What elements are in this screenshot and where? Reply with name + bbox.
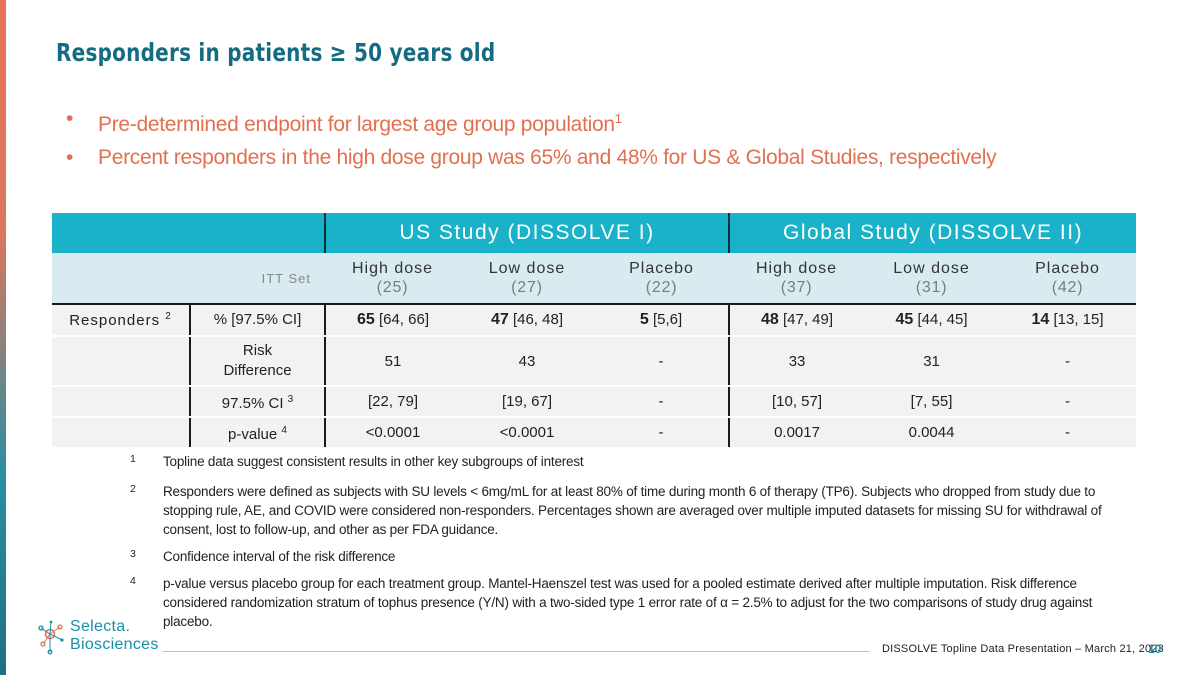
footnote: 4 p-value versus placebo group for each t…	[130, 575, 1093, 629]
table-cell: 43	[460, 336, 594, 387]
table-cell: 51	[324, 336, 460, 387]
table-cell: 65 [64, 66]	[324, 304, 460, 337]
molecule-icon	[38, 620, 64, 655]
page-number: 10	[1148, 642, 1162, 656]
slide-title: Responders in patients ≥ 50 years old	[56, 38, 496, 67]
arm-count: (27)	[511, 278, 543, 296]
arm-name: Low dose	[488, 259, 566, 277]
table-cell: 48 [47, 49]	[728, 304, 865, 337]
bullet-dot-icon: •	[66, 107, 74, 130]
arm-name: High dose	[756, 259, 838, 277]
table-cell: -	[999, 336, 1137, 387]
table-cell: [19, 67]	[460, 386, 594, 418]
bullet-item: • Percent responders in the high dose gr…	[66, 141, 997, 174]
itt-set-label: ITT Set	[52, 253, 325, 305]
table-cell: -	[999, 386, 1137, 418]
table-cell: -	[999, 417, 1137, 449]
table-cell: 47 [46, 48]	[460, 304, 594, 337]
arm-name: Low dose	[893, 259, 970, 277]
table-cell: -	[594, 417, 730, 449]
table-cell: 5 [5,6]	[594, 304, 730, 337]
footer-text: DISSOLVE Topline Data Presentation – Mar…	[882, 643, 1164, 655]
table-row: Responders 2 % [97.5% CI] 65 [64, 66] 47…	[52, 304, 1137, 337]
table-cell: 0.0044	[864, 417, 1000, 449]
bullet-item: • Pre-determined endpoint for largest ag…	[66, 102, 996, 141]
logo-wordmark: Selecta. Biosciences	[70, 618, 159, 653]
table-cell: 45 [44, 45]	[864, 304, 1000, 337]
responders-label: Responders 2	[52, 304, 190, 337]
accent-bar	[0, 0, 6, 675]
bullet-dot-icon: •	[66, 146, 74, 169]
pvalue-label: p-value 4	[189, 417, 325, 449]
ci-label: 97.5% CI 3	[189, 386, 325, 418]
table-row: p-value 4 <0.0001 <0.0001 - 0.0017 0.004…	[52, 417, 1137, 449]
table-cell: 31	[864, 336, 1000, 387]
arm-name: Placebo	[1035, 259, 1100, 277]
table-cell: -	[594, 336, 730, 387]
company-logo: Selecta. Biosciences	[36, 614, 166, 660]
arm-count: (37)	[780, 278, 813, 296]
bullet-footnote-ref: 1	[614, 111, 622, 126]
footer-divider	[162, 651, 870, 652]
table-cell: [22, 79]	[324, 386, 460, 418]
pct-ci-label: % [97.5% CI]	[189, 304, 325, 337]
table-cell: [7, 55]	[864, 386, 1000, 418]
bullet-text: Pre-determined endpoint for largest age …	[98, 113, 615, 136]
table-cell: 0.0017	[728, 417, 865, 449]
bullet-list: • Pre-determined endpoint for largest ag…	[66, 102, 997, 174]
arm-name: Placebo	[629, 259, 694, 277]
us-study-header: US Study (DISSOLVE I)	[323, 213, 730, 253]
empty-cell	[52, 336, 190, 387]
risk-difference-label: Risk Difference	[189, 336, 325, 387]
table-cell: 14 [13, 15]	[999, 304, 1137, 337]
arm-header: High dose (25)	[325, 253, 460, 305]
arm-count: (42)	[1051, 278, 1084, 296]
footnotes: 1 Topline data suggest consistent results…	[130, 452, 1130, 631]
footnote: 1 Topline data suggest consistent results…	[130, 453, 584, 469]
table-cell: 33	[728, 336, 865, 387]
footnote: 3 Confidence interval of the risk differe…	[130, 548, 396, 564]
table-cell: <0.0001	[460, 417, 594, 449]
arm-header: Placebo (42)	[999, 253, 1137, 305]
arm-header-row: ITT Set High dose (25) Low dose (27) Place…	[52, 253, 1137, 305]
header-blank-cell	[52, 213, 325, 253]
bullet-text: Percent responders in the high dose grou…	[98, 146, 997, 169]
arm-name: High dose	[351, 259, 434, 277]
global-study-header: Global Study (DISSOLVE II)	[728, 213, 1137, 253]
empty-cell	[52, 386, 190, 418]
table-row: 97.5% CI 3 [22, 79] [19, 67] - [10, 57] …	[52, 386, 1137, 418]
table-cell: [10, 57]	[728, 386, 865, 418]
arm-header: Low dose (27)	[460, 253, 594, 305]
results-table: US Study (DISSOLVE I) Global Study (DISS…	[52, 213, 1137, 449]
arm-header: Placebo (22)	[594, 253, 730, 305]
arm-count: (31)	[915, 278, 948, 296]
arm-header: High dose (37)	[729, 253, 865, 305]
table-row: Risk Difference 51 43 - 33 31 -	[52, 336, 1137, 387]
table-cell: <0.0001	[324, 417, 460, 449]
arm-count: (22)	[645, 278, 678, 296]
footnote: 2 Responders were defined as subjects wit…	[130, 483, 1102, 537]
empty-cell	[52, 417, 190, 449]
arm-header: Low dose (31)	[864, 253, 1000, 305]
table-cell: -	[594, 386, 730, 418]
arm-count: (25)	[376, 278, 409, 296]
study-header-row: US Study (DISSOLVE I) Global Study (DISS…	[52, 213, 1137, 253]
